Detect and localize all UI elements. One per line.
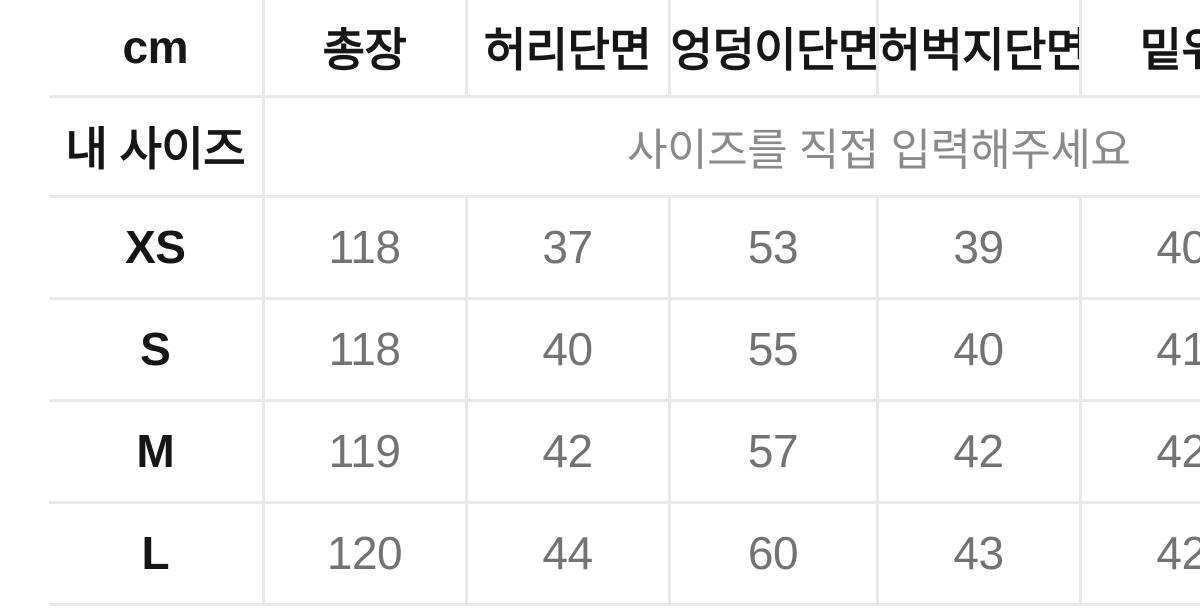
column-header-rise: 밑위	[1078, 0, 1200, 98]
column-header-thigh: 허벅지단면	[875, 0, 1082, 98]
size-table: cm 총장 허리단면 엉덩이단면 허벅지단면 밑위 내 사이즈 사이즈를 직접 …	[49, 0, 1200, 606]
size-label-s: S	[49, 296, 265, 402]
column-header-hip: 엉덩이단면	[667, 0, 879, 98]
my-size-row: 내 사이즈 사이즈를 직접 입력해주세요	[49, 94, 1200, 198]
cell-l-hip: 60	[667, 500, 879, 606]
cell-s-waist: 40	[464, 296, 671, 402]
my-size-label: 내 사이즈	[49, 94, 265, 198]
cell-l-total-length: 120	[261, 500, 468, 606]
size-label-m: M	[49, 398, 265, 504]
cell-s-total-length: 118	[261, 296, 468, 402]
cell-l-rise: 42	[1078, 500, 1200, 606]
table-row-m: M 119 42 57 42 42	[49, 398, 1200, 504]
cell-s-hip: 55	[667, 296, 879, 402]
cell-xs-hip: 53	[667, 194, 879, 300]
table-row-s: S 118 40 55 40 41	[49, 296, 1200, 402]
cell-s-thigh: 40	[875, 296, 1082, 402]
header-row: cm 총장 허리단면 엉덩이단면 허벅지단면 밑위	[49, 0, 1200, 98]
cell-m-rise: 42	[1078, 398, 1200, 504]
column-header-total-length: 총장	[261, 0, 468, 98]
cell-m-thigh: 42	[875, 398, 1082, 504]
cell-m-hip: 57	[667, 398, 879, 504]
column-header-waist: 허리단면	[464, 0, 671, 98]
size-label-xs: XS	[49, 194, 265, 300]
unit-header: cm	[49, 0, 265, 98]
cell-l-waist: 44	[464, 500, 671, 606]
cell-xs-rise: 40	[1078, 194, 1200, 300]
cell-xs-total-length: 118	[261, 194, 468, 300]
table-row-xs: XS 118 37 53 39 40	[49, 194, 1200, 300]
cell-l-thigh: 43	[875, 500, 1082, 606]
cell-xs-waist: 37	[464, 194, 671, 300]
table-row-l: L 120 44 60 43 42	[49, 500, 1200, 606]
my-size-input-prompt[interactable]: 사이즈를 직접 입력해주세요	[261, 94, 1200, 198]
cell-m-total-length: 119	[261, 398, 468, 504]
cell-xs-thigh: 39	[875, 194, 1082, 300]
cell-m-waist: 42	[464, 398, 671, 504]
cell-s-rise: 41	[1078, 296, 1200, 402]
size-label-l: L	[49, 500, 265, 606]
